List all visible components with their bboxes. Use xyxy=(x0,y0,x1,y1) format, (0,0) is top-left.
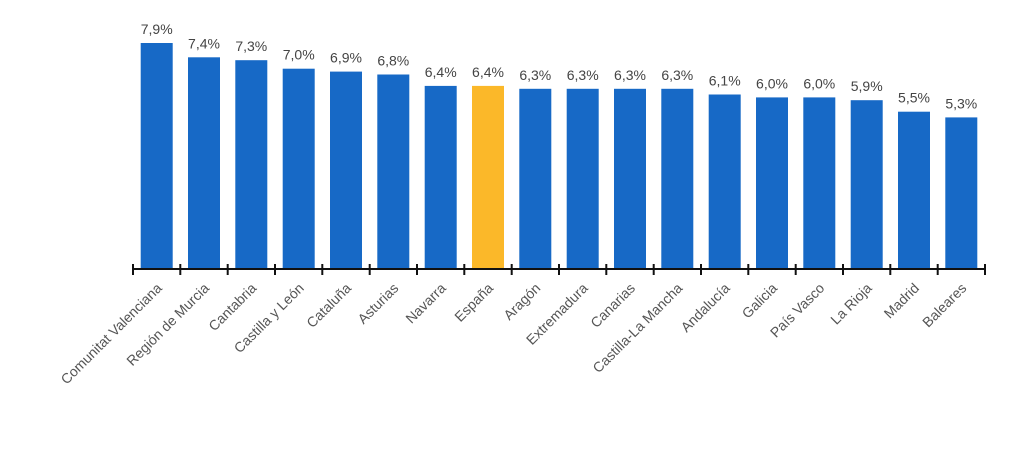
bar-2 xyxy=(235,60,268,270)
value-label-5: 6,8% xyxy=(377,53,409,69)
category-label-1: Región de Murcia xyxy=(123,280,212,369)
bar-15 xyxy=(850,100,883,269)
bars-group xyxy=(140,43,978,270)
bar-6 xyxy=(424,85,457,270)
category-label-4: Cataluña xyxy=(303,280,354,331)
category-label-5: Asturias xyxy=(354,280,401,327)
bar-14 xyxy=(803,97,836,270)
bar-7 xyxy=(472,85,504,270)
value-label-10: 6,3% xyxy=(614,67,646,83)
value-label-6: 6,4% xyxy=(425,64,457,80)
value-label-0: 7,9% xyxy=(141,21,173,37)
bar-16 xyxy=(898,111,930,269)
value-label-9: 6,3% xyxy=(567,67,599,83)
value-label-16: 5,5% xyxy=(898,90,930,106)
value-label-8: 6,3% xyxy=(519,67,551,83)
bar-1 xyxy=(188,57,220,269)
value-label-15: 5,9% xyxy=(851,78,883,94)
bar-12 xyxy=(708,94,741,269)
x-axis xyxy=(132,264,986,275)
value-label-12: 6,1% xyxy=(709,73,741,89)
bar-13 xyxy=(756,97,788,270)
category-label-16: Madrid xyxy=(881,280,923,322)
bar-10 xyxy=(614,88,646,269)
value-labels-group: 7,9% 7,4% 7,3% 7,0% 6,9% 6,8% 6,4% 6,4% 6,3% 6,3%… xyxy=(141,21,978,111)
bar-11 xyxy=(661,88,694,269)
value-label-2: 7,3% xyxy=(235,38,267,54)
bar-9 xyxy=(566,88,599,269)
value-label-7: 6,4% xyxy=(472,64,504,80)
bar-3 xyxy=(282,68,315,269)
value-label-3: 7,0% xyxy=(283,47,315,63)
value-label-14: 6,0% xyxy=(803,75,835,91)
value-label-13: 6,0% xyxy=(756,75,788,91)
category-label-12: Andalucía xyxy=(677,280,732,335)
category-label-15: La Rioja xyxy=(827,280,875,328)
bar-4 xyxy=(330,71,362,269)
category-label-7: España xyxy=(451,280,496,325)
category-label-17: Baleares xyxy=(919,280,969,330)
category-label-11: Castilla-La Mancha xyxy=(589,280,685,376)
bar-0 xyxy=(140,43,173,269)
bar-8 xyxy=(519,88,552,269)
value-label-4: 6,9% xyxy=(330,50,362,66)
bar-5 xyxy=(377,74,410,269)
bar-17 xyxy=(945,117,978,270)
value-label-1: 7,4% xyxy=(188,35,220,51)
category-label-8: Aragón xyxy=(500,280,543,323)
category-label-6: Navarra xyxy=(402,280,449,327)
value-label-11: 6,3% xyxy=(661,67,693,83)
category-label-13: Galicia xyxy=(739,280,781,322)
value-label-17: 5,3% xyxy=(945,95,977,111)
